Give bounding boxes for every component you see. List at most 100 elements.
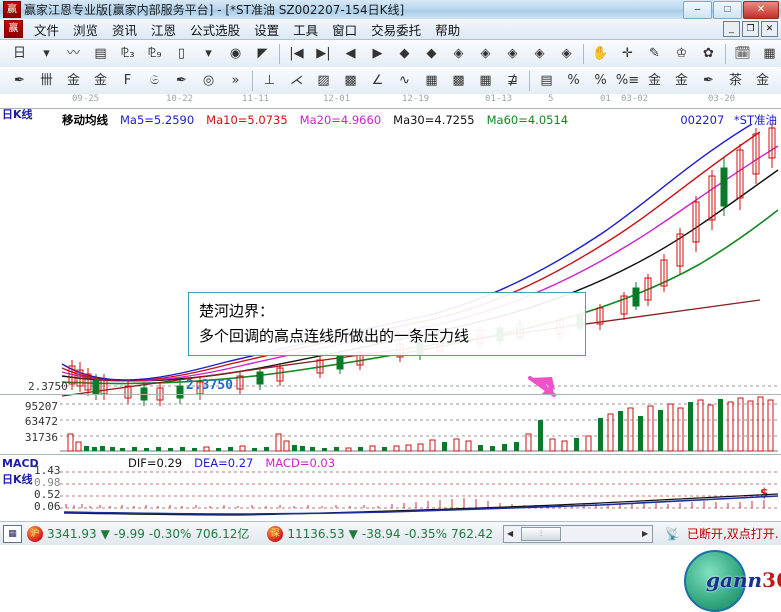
- text-pen-icon[interactable]: ✒: [703, 73, 714, 88]
- fan-color-icon[interactable]: ◤: [257, 46, 268, 61]
- gann-gold-1-icon[interactable]: 金: [66, 73, 80, 88]
- trend-line-icon[interactable]: ≠: [777, 68, 781, 93]
- date-axis-rule: [0, 108, 781, 109]
- percent-retrace-icon[interactable]: %: [567, 73, 580, 88]
- minimize-button[interactable]: –: [683, 1, 712, 19]
- sz-index-arrow-icon: ▼: [348, 526, 358, 541]
- calendar-icon[interactable]: 🗓: [734, 46, 751, 61]
- zoom-left-icon[interactable]: ◆: [399, 46, 410, 61]
- crosshair-icon[interactable]: ✛: [622, 46, 633, 61]
- bars-icon[interactable]: ▤: [540, 73, 553, 88]
- percent-tool-icon[interactable]: %: [594, 73, 607, 88]
- gann-grid-icon[interactable]: 卌: [39, 73, 53, 88]
- gann-tea-icon[interactable]: 茶: [728, 73, 742, 88]
- gold-ratio-icon[interactable]: 金: [647, 73, 661, 88]
- menu-browse[interactable]: 浏览: [73, 22, 99, 38]
- macd-axis-label-1: 1.43: [34, 464, 61, 477]
- grid-table-icon[interactable]: ▦: [763, 46, 776, 61]
- gold-ratio-2-icon[interactable]: 金: [674, 73, 688, 88]
- fibonacci-icon[interactable]: F: [123, 73, 132, 88]
- menu-settings[interactable]: 设置: [254, 22, 280, 38]
- menu-file[interactable]: 文件: [34, 22, 60, 38]
- report-icon[interactable]: ▤: [94, 46, 107, 61]
- menu-window[interactable]: 窗口: [332, 22, 358, 38]
- crown-tool-icon[interactable]: ♔: [675, 46, 688, 61]
- price-marker-label: 2.3750: [186, 378, 233, 393]
- annotation-box[interactable]: 楚河边界： 多个回调的高点连线所做出的一条压力线: [188, 292, 586, 356]
- fit-icon[interactable]: ◈: [507, 46, 518, 61]
- gann-gold-2-icon[interactable]: 金: [93, 73, 107, 88]
- gann-circle-icon[interactable]: ◎: [202, 73, 215, 88]
- zoom-in-icon[interactable]: ◈: [453, 46, 464, 61]
- app-logo-icon: 赢: [3, 1, 21, 18]
- grid3-icon[interactable]: ▦: [479, 73, 492, 88]
- gann-gold-3-icon[interactable]: 金: [755, 73, 769, 88]
- gann-box-icon[interactable]: ▨: [317, 73, 330, 88]
- last-page-icon[interactable]: ▶|: [316, 46, 331, 61]
- gann-fan-icon[interactable]: ⋌: [290, 73, 303, 88]
- gann-angle-pen-icon[interactable]: ✒: [176, 73, 187, 88]
- date-tick: 11-11: [242, 94, 270, 104]
- first-page-icon[interactable]: |◀: [289, 46, 304, 61]
- menu-gann[interactable]: 江恩: [151, 22, 177, 38]
- quote-grid-icon[interactable]: ▦: [3, 524, 22, 543]
- toolbar-separator: [279, 43, 280, 64]
- window-control-buttons: – □ ✕: [683, 1, 779, 19]
- candle-dropdown-icon[interactable]: ▾: [205, 46, 212, 61]
- kline-3-icon[interactable]: ⅊₃: [120, 46, 135, 61]
- close-button[interactable]: ✕: [743, 1, 779, 19]
- connection-status[interactable]: 已断开,双点打开.: [686, 527, 779, 541]
- status-scrollbar[interactable]: ◀ ⫶ ▶: [503, 524, 654, 543]
- gann-web-icon[interactable]: ▩: [344, 73, 357, 88]
- menu-news[interactable]: 资讯: [112, 22, 138, 38]
- shrink-icon[interactable]: ◈: [561, 46, 572, 61]
- menu-formula-stock-pick[interactable]: 公式选股: [190, 22, 241, 38]
- prev-icon[interactable]: ◀: [345, 46, 356, 61]
- chart-area[interactable]: 日K线 09-25 10-22 11-11 12-01 12-19 01-13 5 01 03-…: [0, 94, 781, 612]
- wave-icon[interactable]: ∿: [399, 73, 410, 88]
- sh-index-badge-icon: 沪: [27, 525, 43, 542]
- menu-tools[interactable]: 工具: [293, 22, 319, 38]
- zoom-out-icon[interactable]: ◈: [480, 46, 491, 61]
- mdi-restore-button[interactable]: ❐: [742, 21, 759, 37]
- angle-line-icon[interactable]: ∠: [371, 73, 384, 88]
- brain-icon[interactable]: ✿: [703, 46, 714, 61]
- scroll-left-arrow-icon[interactable]: ◀: [506, 529, 514, 538]
- scroll-thumb[interactable]: ⫶: [521, 526, 562, 541]
- gann-pen-icon[interactable]: ✒: [14, 73, 25, 88]
- scroll-right-arrow-icon[interactable]: ▶: [641, 529, 649, 538]
- spiral-icon[interactable]: 𝔖: [149, 73, 160, 88]
- macd-axis-label-3: 0.52: [34, 488, 61, 501]
- multi-curve-icon[interactable]: 〰: [66, 46, 80, 61]
- watermark-gann: gann: [706, 568, 763, 592]
- mdi-close-button[interactable]: ✕: [761, 21, 778, 37]
- level-line-icon[interactable]: ⊥: [263, 73, 276, 88]
- volume-chart-canvas[interactable]: [0, 396, 781, 454]
- stock-identity: 002207 *ST准油: [680, 112, 777, 128]
- more-tools-icon[interactable]: »: [231, 73, 240, 88]
- stock-name: *ST准油: [733, 113, 777, 127]
- next-icon[interactable]: ▶: [372, 46, 383, 61]
- maximize-button[interactable]: □: [713, 1, 742, 19]
- grid-icon[interactable]: ▦: [425, 73, 438, 88]
- period-day-icon[interactable]: 日: [12, 46, 26, 61]
- menu-help[interactable]: 帮助: [435, 22, 461, 38]
- percent-list-icon[interactable]: %≡: [615, 73, 640, 88]
- watermark-text: gann360: [706, 568, 781, 592]
- draw-pen-icon[interactable]: ✎: [649, 46, 660, 61]
- ladder-icon[interactable]: ⋣: [507, 73, 518, 88]
- macd-chart-canvas[interactable]: [0, 468, 781, 516]
- kline-9-icon[interactable]: ⅊₉: [147, 46, 162, 61]
- hand-pan-icon[interactable]: ✋: [592, 46, 609, 61]
- title-bar: 赢 赢家江恩专业版[赢家内部服务平台] - [*ST准油 SZ002207-15…: [0, 0, 781, 20]
- menu-trade-order[interactable]: 交易委托: [371, 22, 422, 38]
- mdi-minimize-button[interactable]: _: [723, 21, 740, 37]
- grid2-icon[interactable]: ▩: [452, 73, 465, 88]
- candle-icon[interactable]: ▯: [177, 46, 186, 61]
- zoom-right-icon[interactable]: ◆: [426, 46, 437, 61]
- period-dropdown-icon[interactable]: ▾: [43, 46, 50, 61]
- pane-label-macd-period: 日K线: [2, 473, 33, 486]
- sz-index-change: -38.94: [361, 526, 401, 541]
- expand-icon[interactable]: ◈: [534, 46, 545, 61]
- cycle-icon[interactable]: ◉: [229, 46, 242, 61]
